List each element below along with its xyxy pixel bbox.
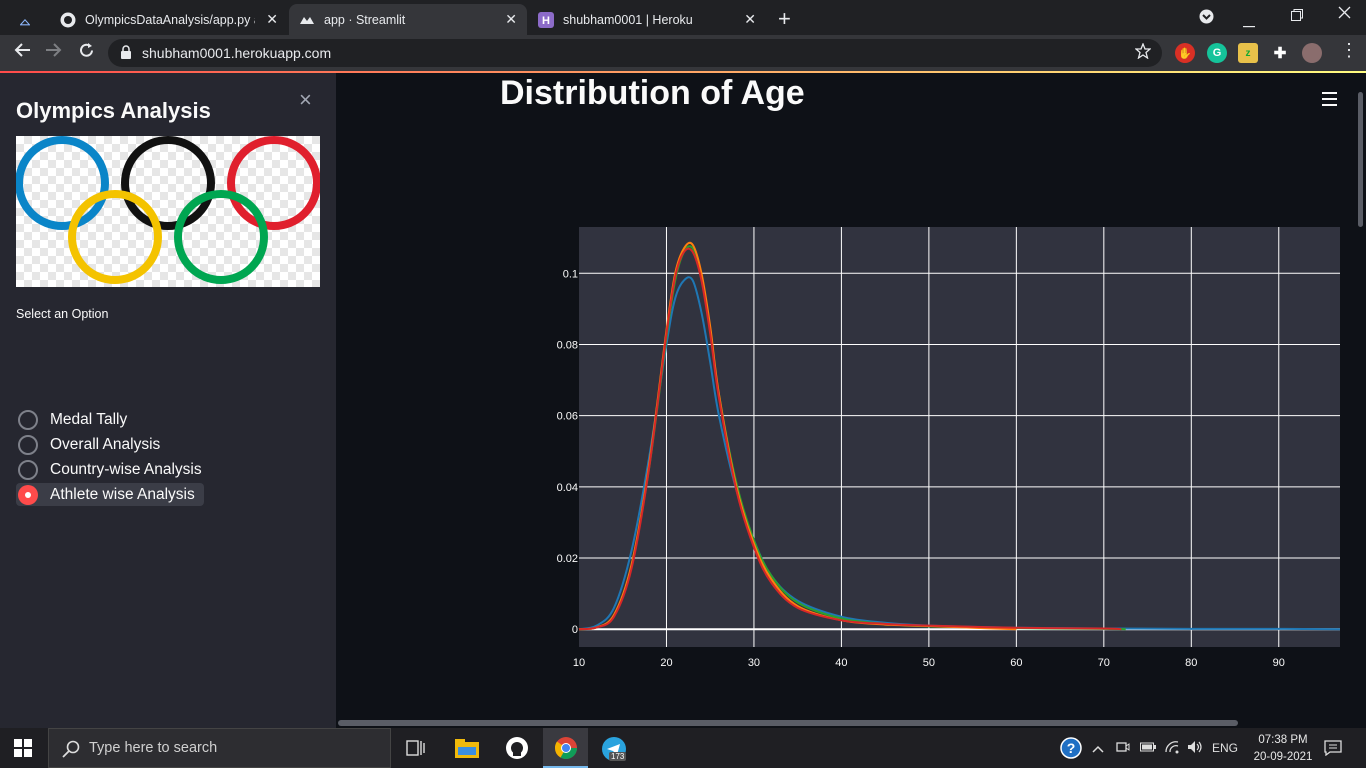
plot-background [579,227,1340,647]
x-tick-label: 20 [660,657,672,669]
x-tick-label: 50 [923,657,935,669]
file-explorer-icon[interactable] [455,738,481,762]
system-clock[interactable]: 07:38 PM 20-09-2021 [1248,732,1318,766]
task-view-icon[interactable] [406,739,432,763]
back-icon[interactable] [13,42,31,63]
tab-title: OlympicsDataAnalysis/app.py at [85,12,255,27]
url-input[interactable]: shubham0001.herokuapp.com [108,39,1162,67]
extensions-puzzle-icon[interactable]: ✚ [1273,45,1287,62]
github-icon [60,12,76,28]
radio-overall-analysis[interactable]: Overall Analysis [16,433,169,456]
svg-text:?: ? [1067,740,1076,756]
tab-github[interactable]: OlympicsDataAnalysis/app.py at ✕ [50,4,288,35]
radio-circle-icon[interactable] [18,434,38,455]
lock-icon[interactable] [120,45,132,59]
select-option-label: Select an Option [16,307,109,321]
tab-heroku[interactable]: H shubham0001 | Heroku ✕ [528,4,766,35]
tab-search-dropdown-icon[interactable] [1199,9,1214,28]
page-title: Distribution of Age [500,74,805,112]
streamlit-decoration-line [0,71,1366,73]
reload-icon[interactable] [78,42,95,64]
density-series-line-4[interactable] [578,247,1122,631]
x-tick-label: 60 [1010,657,1022,669]
tab-search-icon[interactable] [10,6,40,37]
heroku-icon: H [538,11,554,28]
chrome-menu-icon[interactable]: ⋮ [1340,40,1358,60]
chrome-taskbar-button[interactable] [543,728,588,768]
new-tab-button[interactable]: + [778,6,791,31]
radio-label: Athlete wise Analysis [50,485,195,503]
grammarly-extension-icon[interactable]: G [1207,43,1227,63]
telegram-badge: 173 [609,752,627,761]
vertical-scrollbar[interactable] [1358,92,1363,227]
windows-taskbar: Type here to search 173 ? ENG 07:38 PM 2… [0,728,1366,768]
radio-circle-icon[interactable] [18,409,38,430]
restore-icon[interactable] [1291,8,1303,25]
notifications-icon[interactable] [1324,740,1342,759]
language-indicator[interactable]: ENG [1212,741,1239,755]
y-tick-label: 0.1 [563,268,578,280]
olympic-rings-logo [15,136,321,284]
minimize-icon[interactable] [1243,15,1255,32]
radio-athlete-wise-analysis[interactable]: Athlete wise Analysis [16,483,204,506]
radio-label: Medal Tally [50,410,128,428]
close-tab-icon[interactable]: ✕ [505,11,517,27]
taskbar-search-input[interactable]: Type here to search [48,728,391,768]
radio-medal-tally[interactable]: Medal Tally [16,408,136,431]
sidebar-title: Olympics Analysis [16,98,211,123]
browser-tab-strip: OlympicsDataAnalysis/app.py at ✕ app · S… [0,0,1366,35]
adblock-extension-icon[interactable]: ✋ [1175,43,1195,63]
olympic-rings-image [15,136,321,287]
streamlit-icon [299,12,315,28]
hamburger-menu-icon[interactable] [1322,92,1337,106]
y-tick-label: 0.04 [557,482,578,494]
tab-title: shubham0001 | Heroku [563,12,693,27]
chevron-up-icon[interactable] [1092,742,1104,756]
x-tick-label: 30 [748,657,760,669]
radio-label: Overall Analysis [50,435,161,453]
y-tick-label: 0.08 [557,339,578,351]
mountain-icon [20,18,30,25]
x-tick-label: 90 [1273,657,1285,669]
svg-text:H: H [542,15,550,27]
volume-icon[interactable] [1187,740,1203,757]
bookmark-star-icon[interactable] [1134,42,1152,64]
chrome-icon [554,736,578,765]
meet-now-icon[interactable] [1116,740,1130,757]
x-tick-label: 70 [1098,657,1110,669]
age-distribution-chart: 10 20 30 40 50 60 70 80 90 0 0.02 0.04 0.06 0.08 0.1 [557,227,1341,669]
profile-avatar[interactable] [1302,43,1322,63]
radio-circle-icon[interactable] [18,459,38,480]
search-placeholder: Type here to search [89,740,218,756]
close-window-icon[interactable] [1338,6,1351,23]
url-text: shubham0001.herokuapp.com [142,45,332,61]
close-tab-icon[interactable]: ✕ [744,11,756,27]
x-tick-label: 10 [573,657,585,669]
app-circle-icon[interactable] [504,735,530,759]
close-sidebar-icon[interactable]: × [299,87,312,112]
y-tick-label: 0.06 [557,411,578,423]
radio-country-wise-analysis[interactable]: Country-wise Analysis [16,458,211,481]
close-tab-icon[interactable]: ✕ [266,11,278,27]
tab-streamlit[interactable]: app · Streamlit ✕ [289,4,527,35]
search-icon [62,740,80,762]
y-tick-label: 0.02 [557,553,578,565]
x-tick-label: 80 [1185,657,1197,669]
flash-extension-icon[interactable]: z [1238,43,1258,63]
windows-start-icon[interactable] [14,739,40,763]
radio-selected-icon[interactable] [18,484,38,505]
address-bar: shubham0001.herokuapp.com ✋ G z ✚ ⋮ [0,35,1366,71]
horizontal-scrollbar[interactable] [338,720,1238,726]
help-icon[interactable]: ? [1060,737,1082,762]
y-tick-label: 0 [572,624,578,636]
x-tick-label: 40 [835,657,847,669]
wifi-icon[interactable] [1164,740,1180,757]
clock-date: 20-09-2021 [1253,751,1313,763]
tab-title: app · Streamlit [324,12,406,27]
battery-icon[interactable] [1140,741,1156,756]
clock-time: 07:38 PM [1258,734,1308,746]
forward-icon[interactable] [45,42,63,63]
radio-label: Country-wise Analysis [50,460,202,478]
